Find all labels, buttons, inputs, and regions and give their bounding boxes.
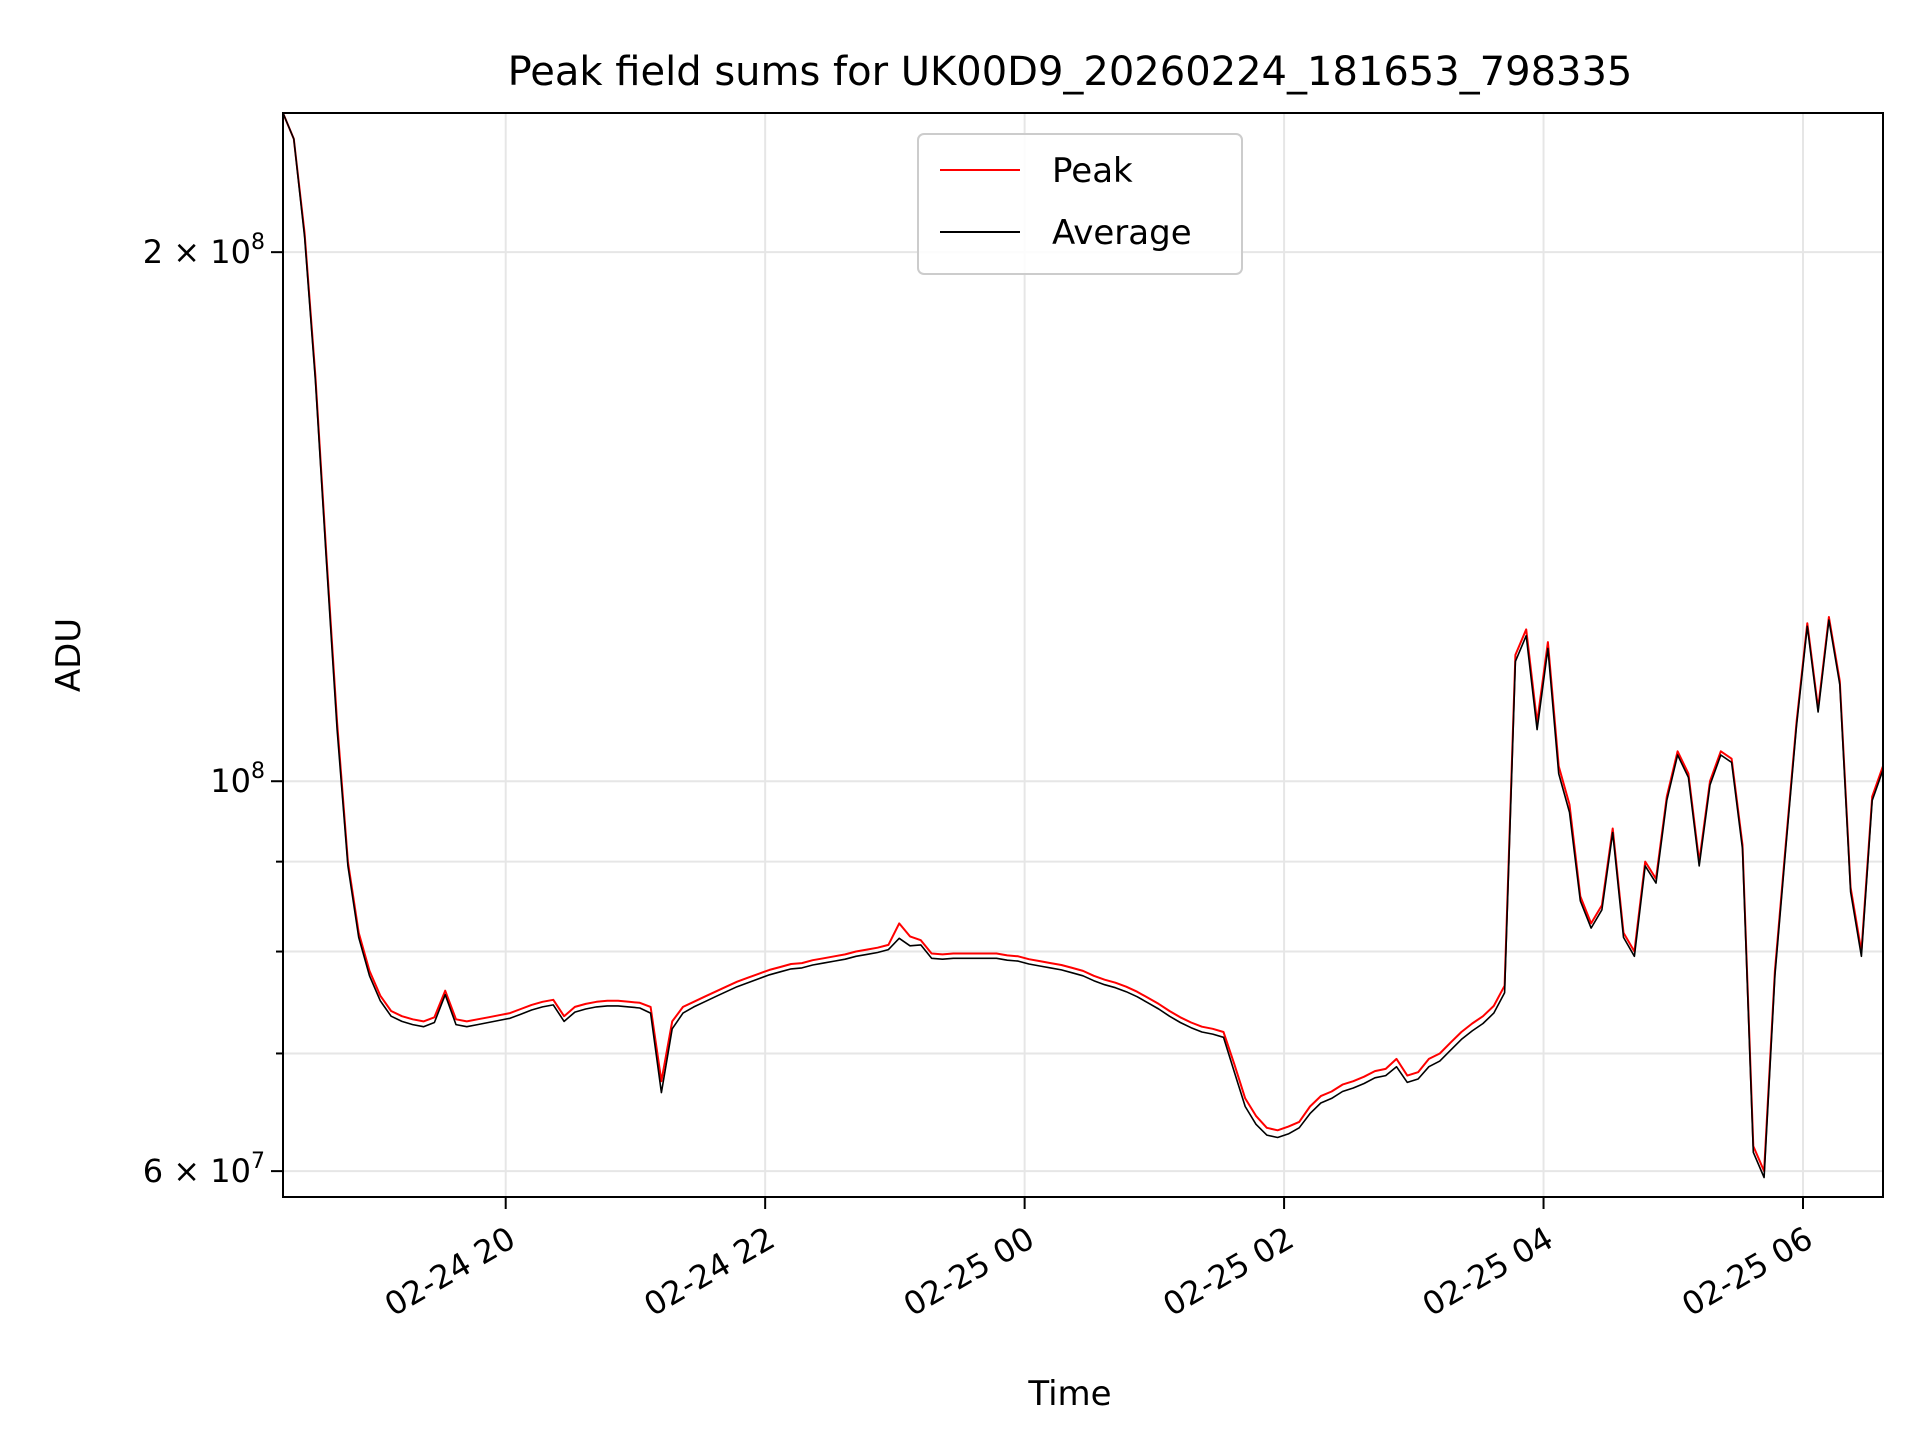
x-axis-label: Time — [1027, 1374, 1111, 1414]
legend-label-average: Average — [1052, 213, 1192, 253]
legend-label-peak: Peak — [1052, 151, 1133, 191]
plot-frame — [282, 112, 1884, 1198]
grid — [283, 113, 1883, 1197]
y-axis-label: ADU — [49, 618, 89, 692]
chart-title: Peak field sums for UK00D9_20260224_1816… — [508, 49, 1633, 95]
y-tick-label-base: 2 × 10 — [143, 233, 251, 271]
legend: Peak Average — [917, 133, 1243, 275]
y-tick-label: 108 — [210, 759, 265, 800]
series-line-average — [283, 113, 1883, 1179]
y-tick-label-exponent: 8 — [251, 759, 265, 784]
y-tick-label-base: 6 × 10 — [143, 1152, 251, 1190]
series-layer — [283, 113, 1883, 1179]
y-tick-label-exponent: 7 — [251, 1149, 265, 1174]
y-tick-label-exponent: 8 — [251, 230, 265, 255]
y-tick-label: 2 × 108 — [143, 230, 265, 271]
y-tick-label-base: 10 — [210, 762, 251, 800]
y-tick-label: 6 × 107 — [143, 1149, 265, 1190]
